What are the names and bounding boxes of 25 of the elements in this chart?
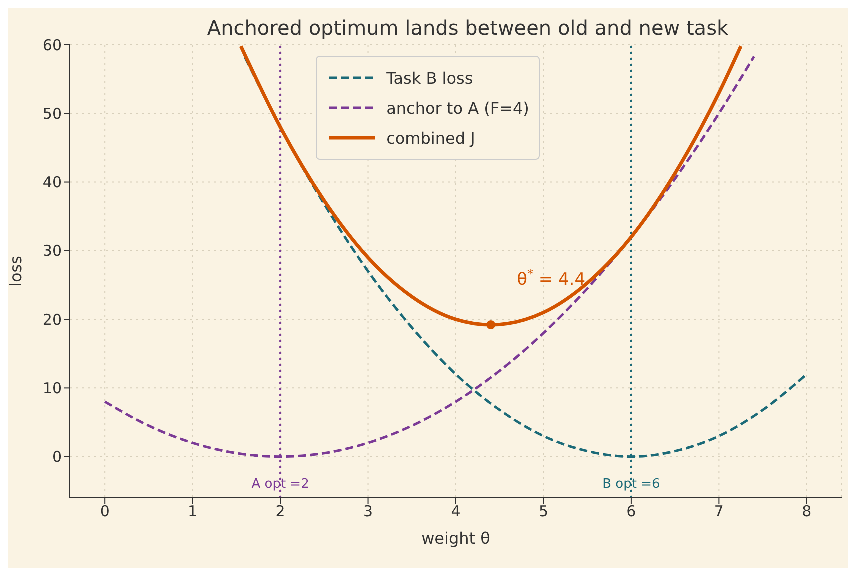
annotation: θ$^{*}$ = 4.4 <box>517 267 586 290</box>
y-tick-label: 50 <box>42 104 62 123</box>
y-tick-label: 10 <box>42 380 62 398</box>
y-tick-label: 60 <box>42 36 62 54</box>
x-tick-label: 0 <box>100 502 110 521</box>
chart-title: Anchored optimum lands between old and new task <box>206 16 730 40</box>
legend-label: combined J <box>386 128 476 148</box>
y-tick-label: 40 <box>42 174 62 192</box>
y-axis-title: loss <box>6 256 26 287</box>
legend-label: anchor to A (F=4) <box>386 98 530 118</box>
x-tick-label: 3 <box>364 502 374 521</box>
x-tick-label: 2 <box>276 502 286 521</box>
x-tick-label: 6 <box>626 502 636 521</box>
x-tick-label: 4 <box>451 502 461 521</box>
x-axis-title: weight θ <box>422 529 490 548</box>
x-tick-label: 8 <box>802 502 812 521</box>
x-tick-label: 7 <box>714 502 724 521</box>
x-tick-label: 5 <box>538 502 548 521</box>
y-tick-label: 0 <box>52 448 62 466</box>
ref-line-label: B opt =6 <box>602 477 660 492</box>
ref-line-label: A opt =2 <box>252 477 310 492</box>
y-tick-label: 30 <box>42 242 62 260</box>
x-tick-label: 1 <box>188 502 198 521</box>
legend-label: Task B loss <box>386 68 474 88</box>
y-tick-label: 20 <box>42 310 62 329</box>
